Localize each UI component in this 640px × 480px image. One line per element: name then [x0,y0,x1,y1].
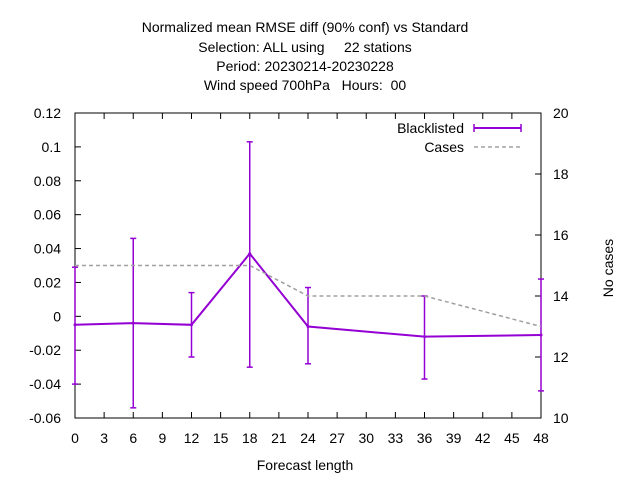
x-tick-label: 27 [329,430,345,446]
y-tick-label: -0.04 [29,376,61,392]
y-tick-label: 0 [53,308,61,324]
x-tick-label: 21 [271,430,287,446]
data-point [539,333,543,337]
x-tick-label: 15 [213,430,229,446]
y-tick-label: 0.06 [34,207,61,223]
x-tick-label: 18 [242,430,258,446]
y2-axis: 10 12 14 16 18 20 [535,105,569,426]
y-tick-label: 0.1 [42,139,62,155]
data-point [423,335,426,339]
legend: Blacklisted Cases [397,120,522,155]
x-tick-label: 30 [358,430,374,446]
x-tick-label: 45 [504,430,520,446]
legend-label: Blacklisted [397,120,464,136]
x-axis-label: Forecast length [257,457,354,473]
title-line-1: Normalized mean RMSE diff (90% conf) vs … [142,19,469,35]
x-tick-label: 9 [158,430,166,446]
title-line-3: Period: 20230214-20230228 [216,58,394,74]
data-point [190,323,193,327]
x-tick-label: 39 [446,430,462,446]
x-tick-label: 6 [129,430,137,446]
y-tick-label: -0.02 [29,342,61,358]
data-point [306,325,310,328]
y-tick-label: 0.04 [34,241,61,257]
y2-tick-label: 14 [553,288,569,304]
series-line-cases [75,264,542,328]
data-point [131,321,135,325]
legend-label: Cases [424,139,464,155]
x-tick-label: 42 [475,430,491,446]
x-tick-label: 36 [417,430,433,446]
y-tick-label: 0.12 [34,105,61,121]
x-tick-label: 0 [71,430,79,446]
y2-tick-label: 18 [553,166,569,182]
plot-frame [74,112,542,419]
x-axis: 0 3 6 9 12 15 18 21 24 27 30 33 36 39 42 45 48 [71,113,549,446]
y2-tick-label: 20 [553,105,569,121]
x-tick-label: 33 [388,430,404,446]
y2-tick-label: 10 [553,410,569,426]
x-tick-label: 48 [533,430,549,446]
title-line-4: Wind speed 700hPa Hours: 00 [204,77,407,93]
y2-axis-label: No cases [600,239,616,297]
x-tick-label: 24 [300,430,316,446]
y2-tick-label: 16 [553,227,569,243]
y2-tick-label: 12 [553,349,569,365]
y-axis: -0.06 -0.04 -0.02 0 0.02 0.04 0.06 0.08 0.1 0.12 [29,105,81,426]
chart-title: Normalized mean RMSE diff (90% conf) vs … [142,19,469,93]
series-layer [72,141,544,409]
data-point [73,323,77,327]
title-line-2: Selection: ALL using 22 stations [198,39,412,55]
y-tick-label: 0.02 [34,274,61,290]
x-tick-label: 3 [100,430,108,446]
data-point [248,252,252,256]
y-tick-label: -0.06 [29,410,61,426]
x-tick-label: 12 [184,430,200,446]
y-tick-label: 0.08 [34,173,61,189]
